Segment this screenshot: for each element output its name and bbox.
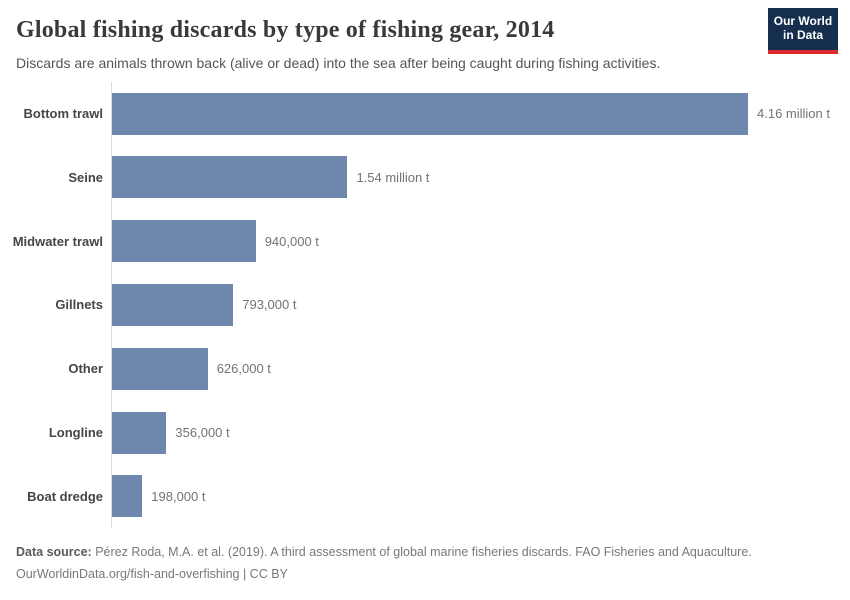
- bar-row: Boat dredge 198,000 t: [0, 464, 850, 529]
- bar-other[interactable]: [112, 347, 208, 390]
- category-label-boat-dredge: Boat dredge: [27, 488, 103, 504]
- value-label: 793,000 t: [242, 297, 297, 313]
- value-label: 356,000 t: [175, 425, 230, 441]
- bar-track: 793,000 t: [111, 273, 850, 337]
- source-text: Pérez Roda, M.A. et al. (2019). A third …: [91, 545, 752, 560]
- bar-midwater-trawl[interactable]: [112, 220, 256, 263]
- owid-logo[interactable]: Our World in Data: [768, 8, 838, 54]
- bar-row: Other 626,000 t: [0, 336, 850, 401]
- value-label: 4.16 million t: [757, 106, 830, 122]
- value-label: 626,000 t: [216, 361, 271, 377]
- value-label: 1.54 million t: [356, 169, 430, 185]
- source-line: Data source: Pérez Roda, M.A. et al. (20…: [16, 542, 834, 564]
- chart-title: Global fishing discards by type of fishi…: [16, 17, 555, 43]
- chart-header: Global fishing discards by type of fishi…: [0, 0, 850, 73]
- category-label-longline: Longline: [48, 425, 103, 441]
- owid-logo-line2: in Data: [782, 28, 823, 42]
- bar-track: 1.54 million t: [111, 145, 850, 210]
- bar-track: 940,000 t: [111, 209, 850, 274]
- bar-row: Seine 1.54 million t: [0, 145, 850, 210]
- chart-subtitle: Discards are animals thrown back (alive …: [16, 54, 661, 71]
- bar-row: Longline 356,000 t: [0, 400, 850, 465]
- bar-bottom-trawl[interactable]: [112, 92, 748, 135]
- bar-gillnets[interactable]: [112, 283, 234, 326]
- chart-footer: Data source: Pérez Roda, M.A. et al. (20…: [16, 542, 834, 586]
- bar-chart: Bottom trawl 4.16 million t Seine 1.54 mill…: [0, 81, 850, 529]
- bar-row: Bottom trawl 4.16 million t: [0, 81, 850, 146]
- category-label-bottom-trawl: Bottom trawl: [23, 106, 103, 122]
- category-label-seine: Seine: [68, 169, 103, 185]
- value-label: 940,000 t: [264, 233, 319, 249]
- bar-track: 198,000 t: [111, 464, 850, 529]
- value-label: 198,000 t: [151, 488, 206, 504]
- owid-link[interactable]: OurWorldinData.org/fish-and-overfishing …: [16, 567, 288, 582]
- bar-track: 626,000 t: [111, 336, 850, 401]
- category-label-gillnets: Gillnets: [55, 297, 103, 313]
- bar-row: Midwater trawl 940,000 t: [0, 209, 850, 274]
- owid-logo-line1: Our World: [773, 14, 833, 29]
- bar-boat-dredge[interactable]: [112, 475, 143, 518]
- bar-track: 4.16 million t: [111, 81, 850, 146]
- bar-track: 356,000 t: [111, 400, 850, 465]
- category-label-other: Other: [68, 361, 103, 377]
- bar-seine[interactable]: [112, 156, 348, 199]
- source-label: Data source:: [16, 545, 92, 560]
- bar-longline[interactable]: [112, 411, 167, 454]
- bar-row: Gillnets 793,000 t: [0, 273, 850, 337]
- category-label-midwater-trawl: Midwater trawl: [12, 233, 103, 249]
